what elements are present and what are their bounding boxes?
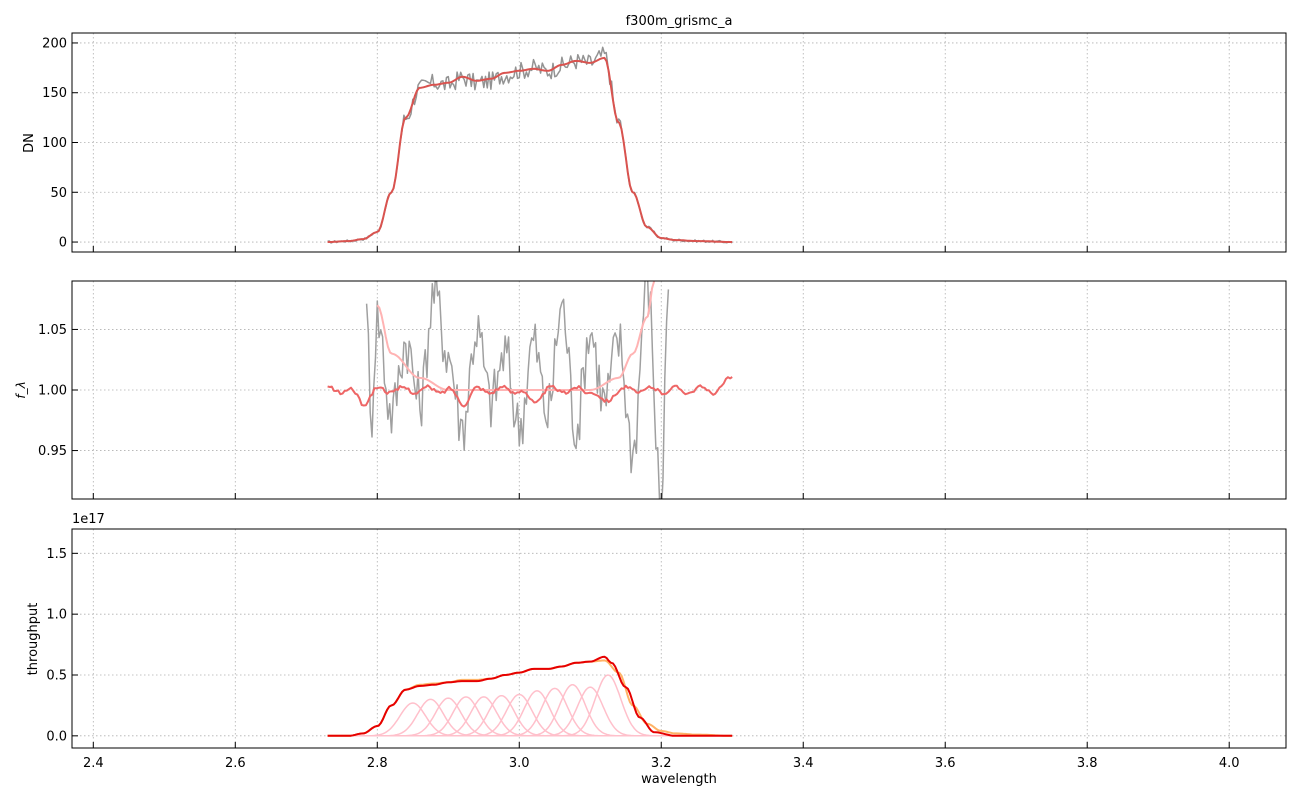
panel-dn-xticks xyxy=(92,246,1230,252)
panel-flambda-yticks: 0.95 1.00 1.05 xyxy=(38,323,78,459)
y-tick-label: 0 xyxy=(59,236,67,251)
panel-throughput-xticks: 2.4 2.6 2.8 3.0 3.2 3.4 3.6 3.8 4.0 xyxy=(83,742,1240,771)
panel-throughput-yticks: 0.0 0.5 1.0 1.5 xyxy=(46,547,78,744)
y-tick-label: 0.0 xyxy=(46,729,67,744)
panel-flambda-grid xyxy=(72,281,1286,499)
series-line xyxy=(376,281,656,391)
panel-dn-series xyxy=(327,46,733,244)
panel-flambda-frame xyxy=(71,280,1287,500)
x-tick-label: 3.2 xyxy=(651,756,672,771)
panel-throughput-series xyxy=(327,655,733,737)
x-tick-label: 4.0 xyxy=(1219,756,1240,771)
panel-flambda-ylabel: f_λ xyxy=(14,381,28,398)
panel-dn-grid xyxy=(72,33,1286,252)
y-tick-label: 150 xyxy=(42,86,67,101)
x-tick-label: 2.8 xyxy=(367,756,388,771)
component-curve xyxy=(327,674,733,737)
panel-throughput-frame xyxy=(71,528,1287,749)
panel-dn-ylabel: DN xyxy=(22,133,37,153)
panel-dn: 0 50 100 150 200 DN xyxy=(22,32,1287,253)
x-axis-label: wavelength xyxy=(641,772,717,787)
y-tick-label: 1.0 xyxy=(46,608,67,623)
series-line xyxy=(365,281,670,499)
series-line xyxy=(327,56,733,243)
x-tick-label: 3.6 xyxy=(935,756,956,771)
y-tick-label: 1.00 xyxy=(38,384,67,399)
y-tick-label: 100 xyxy=(42,136,67,151)
panel-flambda-series xyxy=(327,281,733,499)
component-curve xyxy=(327,687,733,737)
x-tick-label: 3.0 xyxy=(509,756,530,771)
x-tick-label: 3.4 xyxy=(793,756,814,771)
panel-throughput-offset-label: 1e17 xyxy=(72,512,105,527)
y-tick-label: 200 xyxy=(42,36,67,51)
y-tick-label: 0.5 xyxy=(46,669,67,684)
panel-dn-frame xyxy=(71,32,1287,253)
panel-throughput: 0.0 0.5 1.0 1.5 2.4 2.6 2.8 3.0 3.2 3.4 3.6 3.8 4.0… xyxy=(26,512,1287,787)
panel-dn-yticks: 0 50 100 150 200 xyxy=(42,36,78,251)
series-line xyxy=(327,46,733,244)
panel-throughput-grid xyxy=(72,529,1286,748)
panel-throughput-ylabel: throughput xyxy=(26,603,41,676)
figure-title: f300m_grismc_a xyxy=(626,14,733,29)
y-tick-label: 50 xyxy=(50,186,67,201)
x-tick-label: 3.8 xyxy=(1077,756,1098,771)
y-tick-label: 1.05 xyxy=(38,323,67,338)
series-line xyxy=(327,655,733,737)
panel-flambda-xticks xyxy=(92,493,1230,499)
x-tick-label: 2.4 xyxy=(83,756,104,771)
panel-flambda: 0.95 1.00 1.05 f_λ xyxy=(14,280,1287,500)
series-line xyxy=(327,376,733,408)
y-tick-label: 1.5 xyxy=(46,547,67,562)
y-tick-label: 0.95 xyxy=(38,444,67,459)
x-tick-label: 2.6 xyxy=(225,756,246,771)
